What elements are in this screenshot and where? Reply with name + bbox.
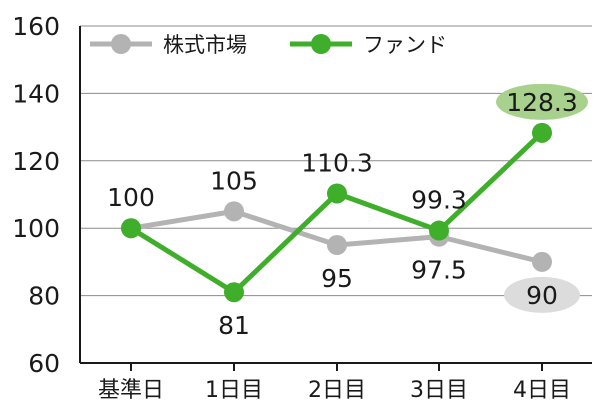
y-tick-label: 60 — [28, 349, 60, 378]
data-label-fund: 128.3 — [506, 88, 578, 117]
data-point-market — [327, 235, 347, 256]
x-tick-label: 1日目 — [205, 378, 263, 403]
data-label-fund: 81 — [218, 311, 250, 340]
data-point-fund — [532, 122, 552, 143]
data-point-fund — [327, 183, 347, 204]
highlight-ellipse-market — [504, 276, 580, 313]
data-point-fund — [224, 282, 244, 303]
y-tick-label: 140 — [12, 79, 60, 108]
legend-marker-fund — [311, 34, 331, 54]
legend-label-market: 株式市場 — [163, 33, 247, 57]
data-label-market: 97.5 — [411, 256, 467, 285]
data-point-fund — [121, 218, 141, 239]
axis-layer: 60 80 100 120 140 160 基準日 1日目 2日目 3日目 4日目 — [12, 12, 592, 403]
data-label-market: 90 — [526, 281, 558, 310]
x-tick-label: 3日目 — [410, 378, 468, 403]
data-point-market — [224, 201, 244, 222]
x-tick-label: 4日目 — [513, 378, 571, 403]
legend-marker-market — [111, 34, 131, 54]
data-label-market: 100 — [107, 183, 155, 212]
y-tick-label: 100 — [12, 214, 60, 243]
legend: 株式市場 ファンド — [90, 33, 447, 57]
legend-label-fund: ファンド — [363, 33, 447, 57]
data-label-fund: 99.3 — [411, 186, 467, 215]
series-layer — [121, 122, 552, 303]
x-tick-label: 2日目 — [308, 378, 366, 403]
data-label-layer: 100 105 95 97.5 90 81 110.3 99.3 128.3 — [107, 83, 588, 340]
data-label-market: 95 — [321, 264, 353, 293]
data-point-market — [532, 251, 552, 272]
data-label-fund: 110.3 — [301, 148, 373, 177]
highlight-ellipse-fund — [496, 83, 588, 120]
data-point-fund — [429, 220, 449, 241]
y-tick-label: 80 — [28, 282, 60, 311]
data-label-market: 105 — [210, 166, 258, 195]
y-tick-label: 120 — [12, 147, 60, 176]
x-tick-label: 基準日 — [98, 378, 164, 403]
y-tick-label: 160 — [12, 12, 60, 41]
